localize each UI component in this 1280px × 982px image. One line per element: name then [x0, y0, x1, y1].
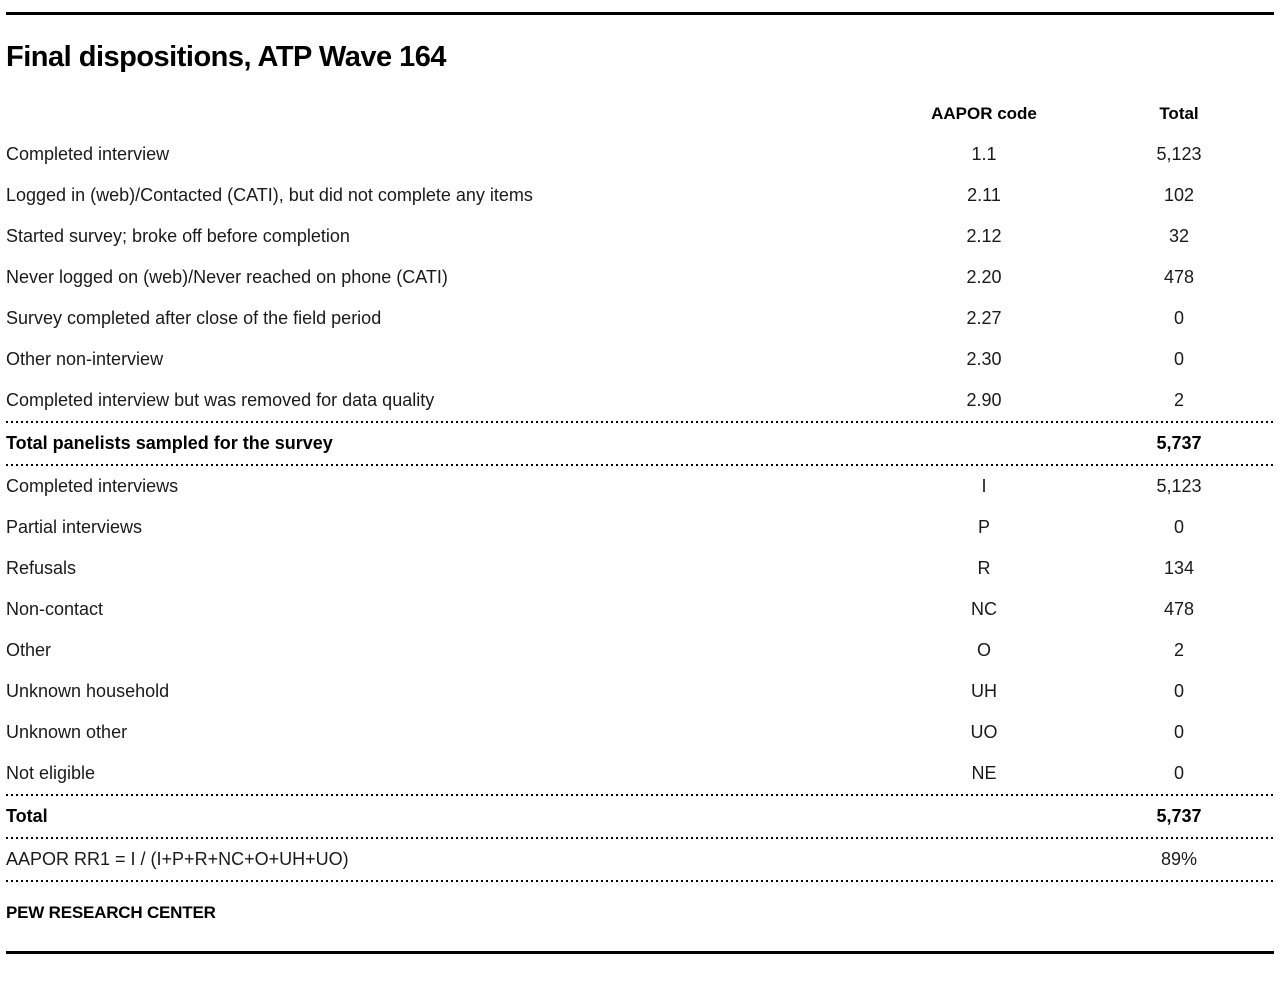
- row-label: Completed interviews: [6, 476, 179, 496]
- row-total: 89%: [1160, 849, 1198, 869]
- table-row: Partial interviews P 0: [6, 507, 1274, 548]
- dotted-separator: [6, 464, 1274, 466]
- row-aapor-code: R: [977, 558, 991, 578]
- row-label: Logged in (web)/Contacted (CATI), but di…: [6, 185, 533, 205]
- row-total: 5,737: [1156, 806, 1202, 826]
- report-page: Final dispositions, ATP Wave 164 AAPOR c…: [0, 12, 1280, 954]
- table-row: Other non-interview 2.30 0: [6, 339, 1274, 380]
- row-label: Other: [6, 640, 52, 660]
- table-row: Not eligible NE 0: [6, 753, 1274, 794]
- row-label: Unknown household: [6, 681, 170, 701]
- row-total: 478: [1163, 599, 1195, 619]
- row-aapor-code: 2.20: [966, 267, 1002, 287]
- sampled-total-row: Total panelists sampled for the survey 5…: [6, 423, 1274, 464]
- row-aapor-code: P: [977, 517, 990, 537]
- row-aapor-code: UO: [970, 722, 998, 742]
- row-total: 2: [1173, 390, 1184, 410]
- row-total: 32: [1168, 226, 1190, 246]
- table-row: Unknown other UO 0: [6, 712, 1274, 753]
- row-aapor-code: 2.30: [966, 349, 1002, 369]
- row-label: Completed interview: [6, 144, 170, 164]
- row-aapor-code: NE: [971, 763, 997, 783]
- top-rule: [6, 12, 1274, 15]
- row-aapor-code: 1.1: [971, 144, 997, 164]
- row-label: Completed interview but was removed for …: [6, 390, 435, 410]
- row-total: 0: [1173, 763, 1184, 783]
- bottom-rule: [6, 951, 1274, 954]
- dotted-separator: [6, 880, 1274, 882]
- row-aapor-code: 2.27: [966, 308, 1002, 328]
- row-aapor-code: 2.11: [967, 185, 1001, 205]
- dotted-separator: [6, 421, 1274, 423]
- table-row: Logged in (web)/Contacted (CATI), but di…: [6, 175, 1274, 216]
- row-label: Other non-interview: [6, 349, 164, 369]
- row-total: 0: [1173, 349, 1184, 369]
- row-aapor-code: 2.12: [966, 226, 1002, 246]
- table-row: Completed interview 1.1 5,123: [6, 134, 1274, 175]
- table-row: Unknown household UH 0: [6, 671, 1274, 712]
- row-label: Unknown other: [6, 722, 128, 742]
- row-label: Survey completed after close of the fiel…: [6, 308, 382, 328]
- table-row: Completed interview but was removed for …: [6, 380, 1274, 421]
- row-label: Total panelists sampled for the survey: [6, 433, 333, 453]
- row-total: 5,123: [1156, 476, 1202, 496]
- table-row: Survey completed after close of the fiel…: [6, 298, 1274, 339]
- row-aapor-code: O: [976, 640, 991, 660]
- row-label: AAPOR RR1 = I / (I+P+R+NC+O+UH+UO): [6, 849, 349, 869]
- table-row: Non-contact NC 478: [6, 589, 1274, 630]
- aapor-code-rows-section: Completed interviews I 5,123 Partial int…: [6, 466, 1274, 794]
- row-aapor-code: NC: [971, 599, 997, 619]
- row-label: Started survey; broke off before complet…: [6, 226, 350, 246]
- row-total: 478: [1163, 267, 1195, 287]
- dotted-separator: [6, 837, 1274, 839]
- column-header-total: Total: [1159, 103, 1199, 123]
- row-total: 134: [1163, 558, 1195, 578]
- row-total: 2: [1173, 640, 1184, 660]
- table-header-row: AAPOR code Total: [6, 93, 1274, 134]
- table-row: Refusals R 134: [6, 548, 1274, 589]
- response-rate-row: AAPOR RR1 = I / (I+P+R+NC+O+UH+UO) 89%: [6, 839, 1274, 880]
- row-label: Total: [6, 806, 48, 826]
- row-total: 0: [1173, 681, 1184, 701]
- row-total: 0: [1173, 722, 1184, 742]
- table-row: Started survey; broke off before complet…: [6, 216, 1274, 257]
- grand-total-row: Total 5,737: [6, 796, 1274, 837]
- row-total: 0: [1173, 308, 1184, 328]
- row-label: Refusals: [6, 558, 77, 578]
- source-attribution: PEW RESEARCH CENTER: [6, 903, 216, 922]
- row-aapor-code: UH: [971, 681, 997, 701]
- table-row: Never logged on (web)/Never reached on p…: [6, 257, 1274, 298]
- row-label: Non-contact: [6, 599, 104, 619]
- row-aapor-code: I: [981, 476, 987, 496]
- row-total: 0: [1173, 517, 1184, 537]
- disposition-rows-section: Completed interview 1.1 5,123 Logged in …: [6, 134, 1274, 421]
- column-header-aapor-code: AAPOR code: [931, 103, 1037, 123]
- table-row: Completed interviews I 5,123: [6, 466, 1274, 507]
- row-total: 102: [1163, 185, 1195, 205]
- table-title: Final dispositions, ATP Wave 164: [6, 41, 447, 73]
- row-label: Never logged on (web)/Never reached on p…: [6, 267, 448, 287]
- row-total: 5,737: [1156, 433, 1202, 453]
- row-total: 5,123: [1156, 144, 1202, 164]
- dotted-separator: [6, 794, 1274, 796]
- table-row: Other O 2: [6, 630, 1274, 671]
- row-label: Not eligible: [6, 763, 96, 783]
- row-aapor-code: 2.90: [966, 390, 1002, 410]
- row-label: Partial interviews: [6, 517, 143, 537]
